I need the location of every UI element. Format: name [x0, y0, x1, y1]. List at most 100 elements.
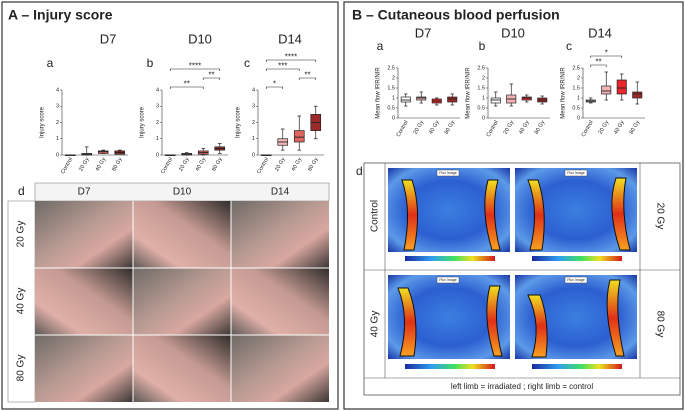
box: [616, 79, 627, 95]
significance-label: **: [208, 71, 214, 80]
significance-label: **: [595, 58, 601, 67]
row-label: Control: [370, 200, 381, 232]
panel-b-frame: [343, 1, 684, 410]
x-tick-label: Control: [486, 120, 500, 138]
image-label-box: [564, 169, 588, 177]
color-scale: [532, 364, 622, 369]
x-tick-label: 80 Gy: [307, 157, 320, 173]
y-tick-label: 0: [482, 115, 485, 121]
x-tick-label: 40 Gy: [95, 157, 108, 173]
photo-grid: d D7 D10 D14 20 Gy 40 Gy 80 Gy: [7, 182, 330, 403]
y-tick-label: 1.5: [387, 85, 395, 91]
significance-bracket: [265, 59, 317, 62]
photo: [133, 268, 231, 335]
limb: [527, 294, 548, 358]
significance-bracket: [202, 77, 221, 80]
y-tick-label: 2: [252, 120, 255, 126]
x-tick-label: 20 Gy: [503, 120, 516, 136]
x-tick-label: 20 Gy: [178, 157, 191, 173]
y-tick-label: 0: [156, 152, 159, 158]
x-tick-label: 80 Gy: [211, 157, 224, 173]
y-tick-label: 4: [252, 87, 255, 93]
box: [632, 91, 643, 99]
x-tick-label: 40 Gy: [518, 120, 531, 136]
x-tick-label: Control: [160, 157, 174, 175]
significance-bracket: [169, 68, 221, 71]
photo: [35, 268, 133, 335]
significance-bracket: [590, 64, 607, 67]
photo: [35, 201, 133, 268]
panel-title: B – Cutaneous blood perfusion: [352, 7, 560, 23]
photo: [231, 335, 329, 402]
limb: [606, 279, 625, 357]
image-label-box: [436, 169, 460, 177]
y-tick-label: 0: [252, 152, 255, 158]
color-scale: [405, 256, 495, 261]
x-tick-label: 80 Gy: [629, 120, 642, 136]
x-tick-label: 40 Gy: [428, 120, 441, 136]
chart-letter: c: [566, 39, 572, 53]
y-tick-label: 2: [577, 75, 580, 81]
significance-label: ****: [285, 53, 297, 62]
image-label: Flux Image: [439, 171, 456, 175]
x-tick-label: 80 Gy: [534, 120, 547, 136]
y-axis-label: Injury score: [140, 106, 146, 138]
box: [601, 85, 612, 95]
limb: [484, 179, 501, 251]
significance-label: **: [304, 71, 310, 80]
y-tick-label: 1: [392, 95, 395, 101]
significance-bracket: [169, 86, 204, 89]
y-tick-label: 4: [56, 87, 59, 93]
limb: [527, 179, 545, 251]
y-tick-label: 2.5: [477, 65, 485, 71]
y-axis-label: Injury score: [40, 106, 46, 138]
limb: [611, 177, 631, 251]
y-tick-label: 2: [482, 75, 485, 81]
photo: [35, 335, 133, 402]
box: [521, 96, 532, 101]
image-label: Flux Image: [439, 278, 456, 282]
y-tick-label: 0.5: [387, 105, 395, 111]
x-tick-label: 20 Gy: [598, 120, 611, 136]
y-tick-label: 3: [156, 104, 159, 110]
perfusion-grid: d Control 40 Gy 20 Gy 80 Gy Flux Image F…: [356, 162, 681, 396]
row-label: 80 Gy: [654, 311, 665, 338]
chart-title: D7: [415, 25, 432, 40]
image-label: Flux Image: [567, 171, 584, 175]
box: [400, 96, 411, 103]
image-label-box: [564, 276, 588, 284]
chart-title: D10: [188, 31, 212, 46]
limb: [397, 287, 417, 357]
photo: [231, 268, 329, 335]
y-tick-label: 2.5: [572, 65, 580, 71]
significance-label: **: [184, 80, 190, 89]
color-scale: [532, 256, 622, 261]
x-tick-label: Control: [581, 120, 595, 138]
chart-letter: b: [479, 39, 486, 53]
x-tick-label: 40 Gy: [613, 120, 626, 136]
x-tick-label: Control: [256, 157, 270, 175]
y-tick-label: 0: [392, 115, 395, 121]
y-axis-label: Mean flow IRR/NIR: [376, 67, 382, 119]
row-label: 80 Gy: [16, 355, 27, 382]
significance-bracket: [590, 55, 623, 58]
limb: [401, 179, 419, 251]
y-tick-label: 3: [56, 104, 59, 110]
photo-dividers: [35, 201, 329, 402]
chart-title: D14: [278, 31, 302, 46]
x-tick-label: 40 Gy: [195, 157, 208, 173]
chart-title: D10: [501, 25, 525, 40]
y-tick-label: 2: [392, 75, 395, 81]
y-tick-label: 2.5: [387, 65, 395, 71]
column-label: D14: [271, 187, 290, 198]
significance-bracket: [298, 77, 317, 80]
y-tick-label: 3: [252, 104, 255, 110]
column-label: D10: [173, 187, 192, 198]
box: [293, 130, 305, 143]
x-tick-label: 40 Gy: [291, 157, 304, 173]
laser-image: Flux Image: [515, 168, 637, 261]
y-tick-label: 1: [482, 95, 485, 101]
chart-letter: a: [47, 56, 54, 70]
row-label: 20 Gy: [16, 221, 27, 248]
